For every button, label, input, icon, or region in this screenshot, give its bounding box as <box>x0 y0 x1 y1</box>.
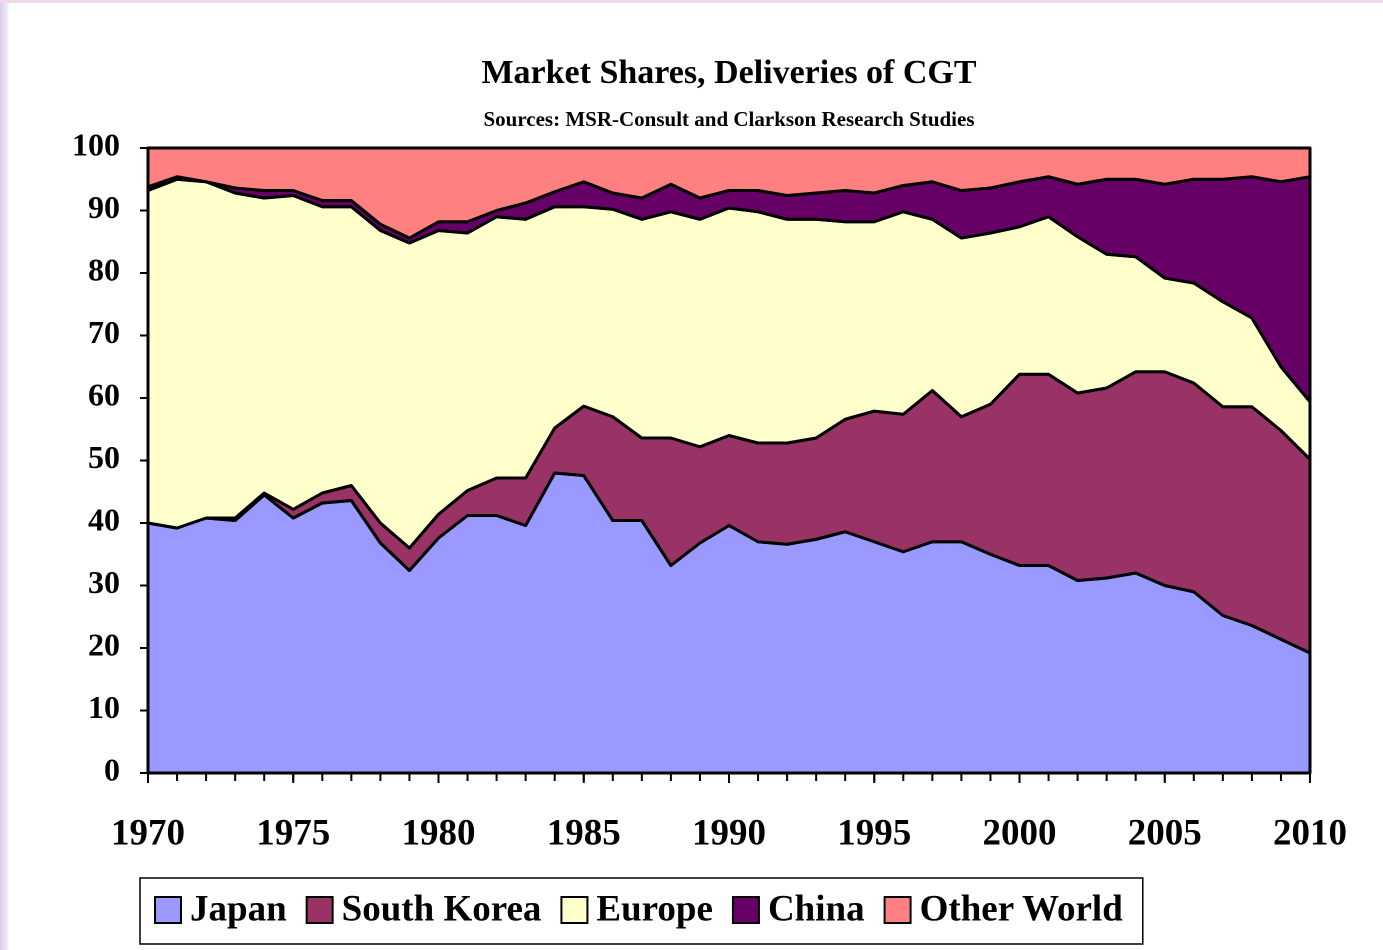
legend-swatch <box>154 896 182 924</box>
legend-swatch <box>883 896 912 924</box>
y-tick-label: 90 <box>88 189 120 225</box>
x-tick-label: 2005 <box>1128 812 1202 853</box>
y-tick-label: 50 <box>88 439 120 475</box>
y-tick-label: 10 <box>88 689 120 725</box>
x-tick-label: 2010 <box>1273 812 1347 853</box>
x-tick-label: 2000 <box>983 812 1057 853</box>
y-tick-label: 30 <box>88 564 120 600</box>
legend-swatch <box>731 896 760 924</box>
x-tick-label: 1995 <box>837 812 911 853</box>
x-tick-label: 1980 <box>402 812 476 853</box>
legend-swatch <box>305 896 334 924</box>
y-tick-label: 60 <box>88 376 120 412</box>
y-tick-label: 0 <box>104 751 120 787</box>
chart-subtitle: Sources: MSR-Consult and Clarkson Resear… <box>483 107 974 131</box>
y-tick-label: 100 <box>72 126 120 162</box>
x-tick-label: 1975 <box>256 812 330 853</box>
x-tick-label: 1970 <box>111 812 185 853</box>
y-tick-label: 40 <box>88 501 120 537</box>
legend-swatch <box>560 896 589 924</box>
legend-label: Other World <box>920 888 1124 929</box>
chart-title: Market Shares, Deliveries of CGT <box>481 54 976 91</box>
y-tick-label: 20 <box>88 626 120 662</box>
legend-label: South Korea <box>342 888 542 929</box>
y-tick-label: 70 <box>88 314 120 350</box>
x-tick-label: 1985 <box>547 812 621 853</box>
y-tick-label: 80 <box>88 251 120 287</box>
legend-label: Europe <box>596 888 713 929</box>
legend: Japan South Korea Europe China Other World <box>139 877 1144 945</box>
legend-label: Japan <box>190 888 287 929</box>
x-tick-label: 1990 <box>692 812 766 853</box>
legend-label: China <box>768 888 865 929</box>
